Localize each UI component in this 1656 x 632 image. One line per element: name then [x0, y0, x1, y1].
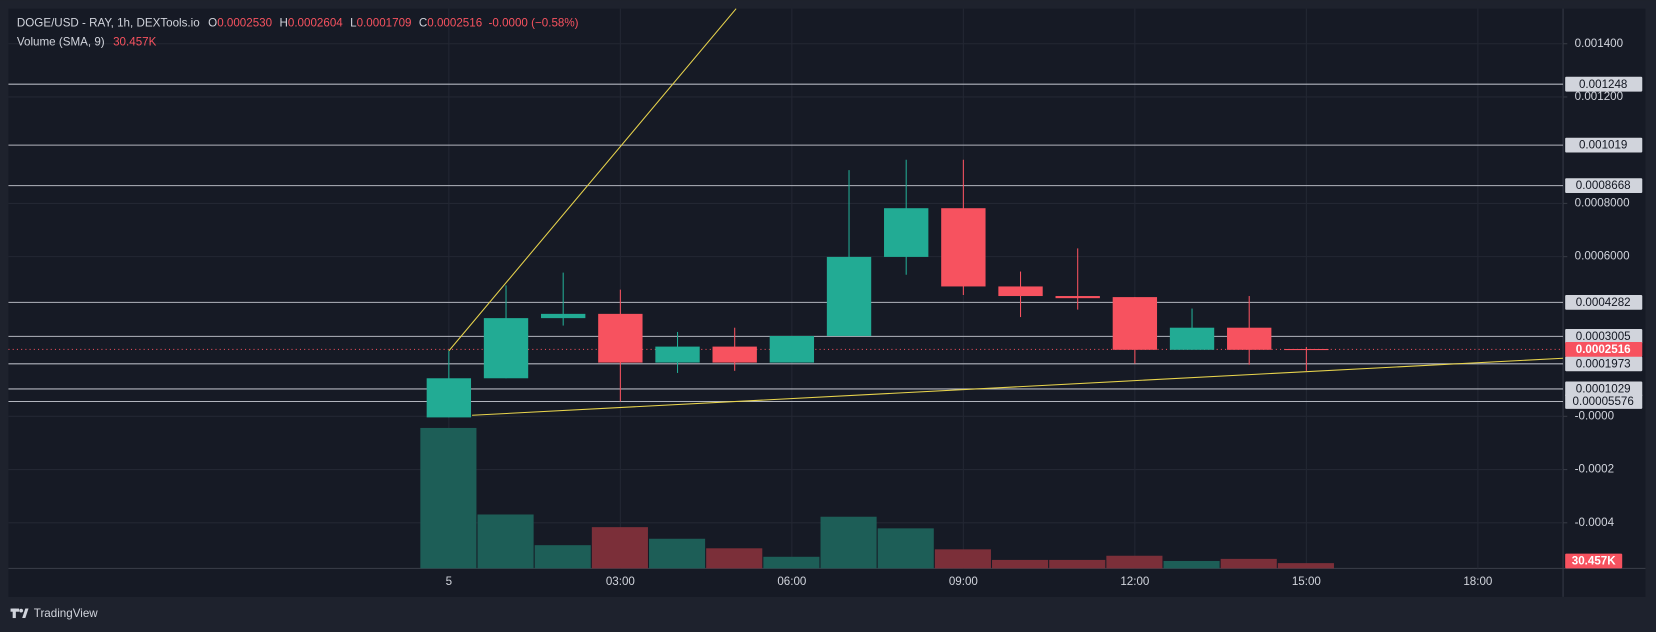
x-tick-label: 15:00	[1292, 575, 1321, 588]
volume-value: 30.457K	[113, 36, 157, 49]
candle-body	[1227, 327, 1272, 350]
candle-body	[998, 286, 1043, 297]
volume-bar	[420, 427, 477, 569]
candle-body	[1112, 297, 1158, 350]
x-tick-label: 06:00	[777, 575, 806, 588]
trend-line	[448, 8, 737, 352]
candle-body	[941, 208, 986, 287]
ohlc-key: O	[208, 17, 217, 30]
volume-bar	[992, 559, 1049, 569]
trend-line	[472, 357, 1564, 416]
ohlc-key: C	[419, 17, 427, 30]
x-tick-label: 5	[446, 575, 452, 588]
price-label: 0.0001029	[1576, 383, 1631, 396]
price-label-bg	[1565, 394, 1643, 409]
grid	[8, 8, 1564, 569]
volume-bar	[1277, 563, 1334, 569]
volume-bar	[1163, 560, 1220, 569]
volume-bar	[534, 545, 591, 569]
candle-body	[769, 335, 815, 363]
candle-body	[655, 346, 700, 363]
y-tick-label: 0.0006000	[1575, 250, 1630, 263]
price-label-bg	[1565, 137, 1643, 153]
volume-name: Volume (SMA, 9)	[17, 36, 105, 49]
volume-bar	[820, 516, 877, 569]
price-label-bg	[1565, 294, 1643, 310]
candle-body	[712, 346, 757, 363]
price-label: 0.001019	[1579, 139, 1627, 152]
watermark-logo	[10, 608, 29, 619]
candle-body	[483, 318, 529, 379]
x-tick-label: 12:00	[1120, 575, 1149, 588]
volume-bar	[1220, 558, 1277, 569]
volume-label: 30.457K	[1572, 555, 1617, 568]
y-tick-label: -0.0002	[1575, 463, 1614, 476]
volume-bar	[1106, 555, 1163, 569]
volume-bar	[477, 514, 534, 569]
symbol: DOGE/USD - RAY, 1h, DEXTools.io	[17, 17, 200, 30]
price-label: 0.0004282	[1576, 296, 1631, 309]
candle-body	[1169, 327, 1215, 350]
x-tick-label: 03:00	[606, 575, 635, 588]
volume-bar	[763, 556, 820, 569]
y-tick-label: 0.001200	[1575, 90, 1623, 103]
price-label-bg	[1565, 381, 1643, 397]
candles	[426, 159, 1329, 418]
ohlc-value: 0.0001709	[357, 17, 412, 30]
volume-bar	[877, 528, 934, 569]
change: -0.0000 (−0.58%)	[489, 17, 579, 30]
candle-body	[598, 313, 643, 363]
price-label-bg	[1565, 76, 1643, 92]
y-tick-label: -0.0000	[1575, 409, 1614, 422]
price-label-bg	[1565, 356, 1643, 372]
price-label-bg	[1565, 178, 1643, 194]
candle-body	[826, 256, 872, 336]
legend: DOGE/USD - RAY, 1h, DEXTools.io O0.000253…	[17, 17, 579, 30]
y-tick-label: 0.0008000	[1575, 196, 1630, 209]
ohlc-value: 0.0002604	[288, 17, 343, 30]
candle-body	[1055, 296, 1100, 299]
candle-body	[426, 378, 472, 418]
axes: 0.001400 0.001200 0.0008000 0.0006000 -0.000…	[446, 37, 1643, 588]
volume-layer	[420, 427, 1334, 569]
price-label: 0.0003005	[1576, 330, 1631, 343]
volume-bar	[1049, 559, 1106, 569]
volume-label-bg	[1565, 553, 1623, 569]
y-tick-label: -0.0004	[1575, 516, 1615, 529]
volume-legend: Volume (SMA, 9) 30.457K	[17, 36, 157, 49]
y-tick-label: 0.001400	[1575, 37, 1623, 50]
candle-body	[1284, 348, 1329, 351]
volume-bar	[706, 548, 763, 569]
ohlc-key: L	[350, 17, 357, 30]
price-label: 0.0008668	[1576, 179, 1631, 192]
candle-body	[541, 313, 586, 319]
price-label: 0.001248	[1579, 78, 1627, 91]
watermark: TradingView	[34, 607, 99, 620]
last-price-bg	[1565, 341, 1643, 357]
ohlc-value: 0.0002530	[217, 17, 272, 30]
ohlc-value: 0.0002516	[427, 17, 482, 30]
last-price-label: 0.0002516	[1576, 343, 1631, 356]
candle-body	[884, 208, 929, 257]
volume-bar	[649, 538, 706, 569]
x-tick-label: 09:00	[949, 575, 978, 588]
price-label: 0.00005576	[1573, 395, 1634, 408]
x-tick-label: 18:00	[1463, 575, 1492, 588]
price-label: 0.0001973	[1576, 357, 1631, 370]
ohlc-key: H	[279, 17, 287, 30]
volume-bar	[591, 527, 648, 569]
price-label-bg	[1565, 328, 1643, 344]
volume-bar	[934, 549, 991, 569]
